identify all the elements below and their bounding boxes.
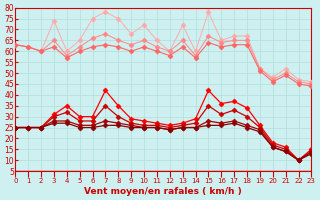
X-axis label: Vent moyen/en rafales ( km/h ): Vent moyen/en rafales ( km/h )	[84, 187, 242, 196]
